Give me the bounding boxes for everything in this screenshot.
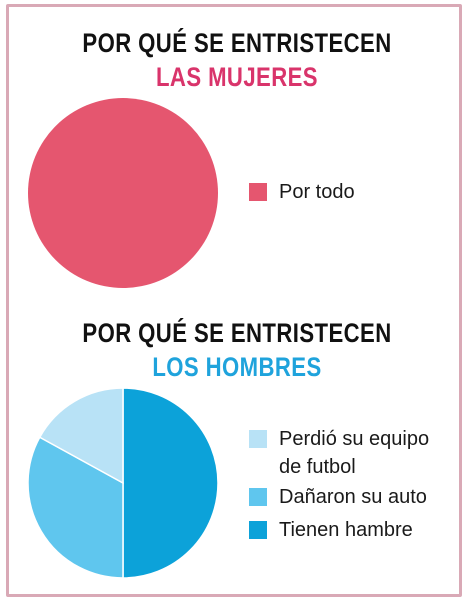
legend-2-item-1: Dañaron su auto (249, 483, 439, 511)
legend-2-item-0: Perdió su equipo de futbol (249, 425, 449, 481)
chart-1-subtitle: LAS MUJERES (155, 62, 318, 92)
chart-2-subtitle: LOS HOMBRES (152, 352, 322, 382)
chart-2-title: POR QUÉ SE ENTRISTECEN (82, 318, 392, 348)
legend-label: Por todo (279, 181, 355, 203)
legend-swatch (249, 521, 267, 539)
legend-label: Tienen hambre (279, 519, 413, 541)
card-frame (6, 4, 462, 597)
legend-1-item-0: Por todo (249, 178, 439, 206)
legend-swatch (249, 488, 267, 506)
pie-2-slice-0 (38, 387, 124, 485)
pie-1-slice-0 (28, 98, 218, 288)
pie-2-slice-2 (122, 387, 219, 579)
chart-1-title: POR QUÉ SE ENTRISTECEN (82, 28, 392, 58)
legend-label: Perdió su equipo de futbol (279, 428, 430, 478)
pie-2-slice-1 (27, 436, 124, 579)
legend-2-item-2: Tienen hambre (249, 516, 439, 544)
legend-swatch (249, 430, 267, 448)
legend-label: Dañaron su auto (279, 486, 427, 508)
legend-swatch (249, 183, 267, 201)
